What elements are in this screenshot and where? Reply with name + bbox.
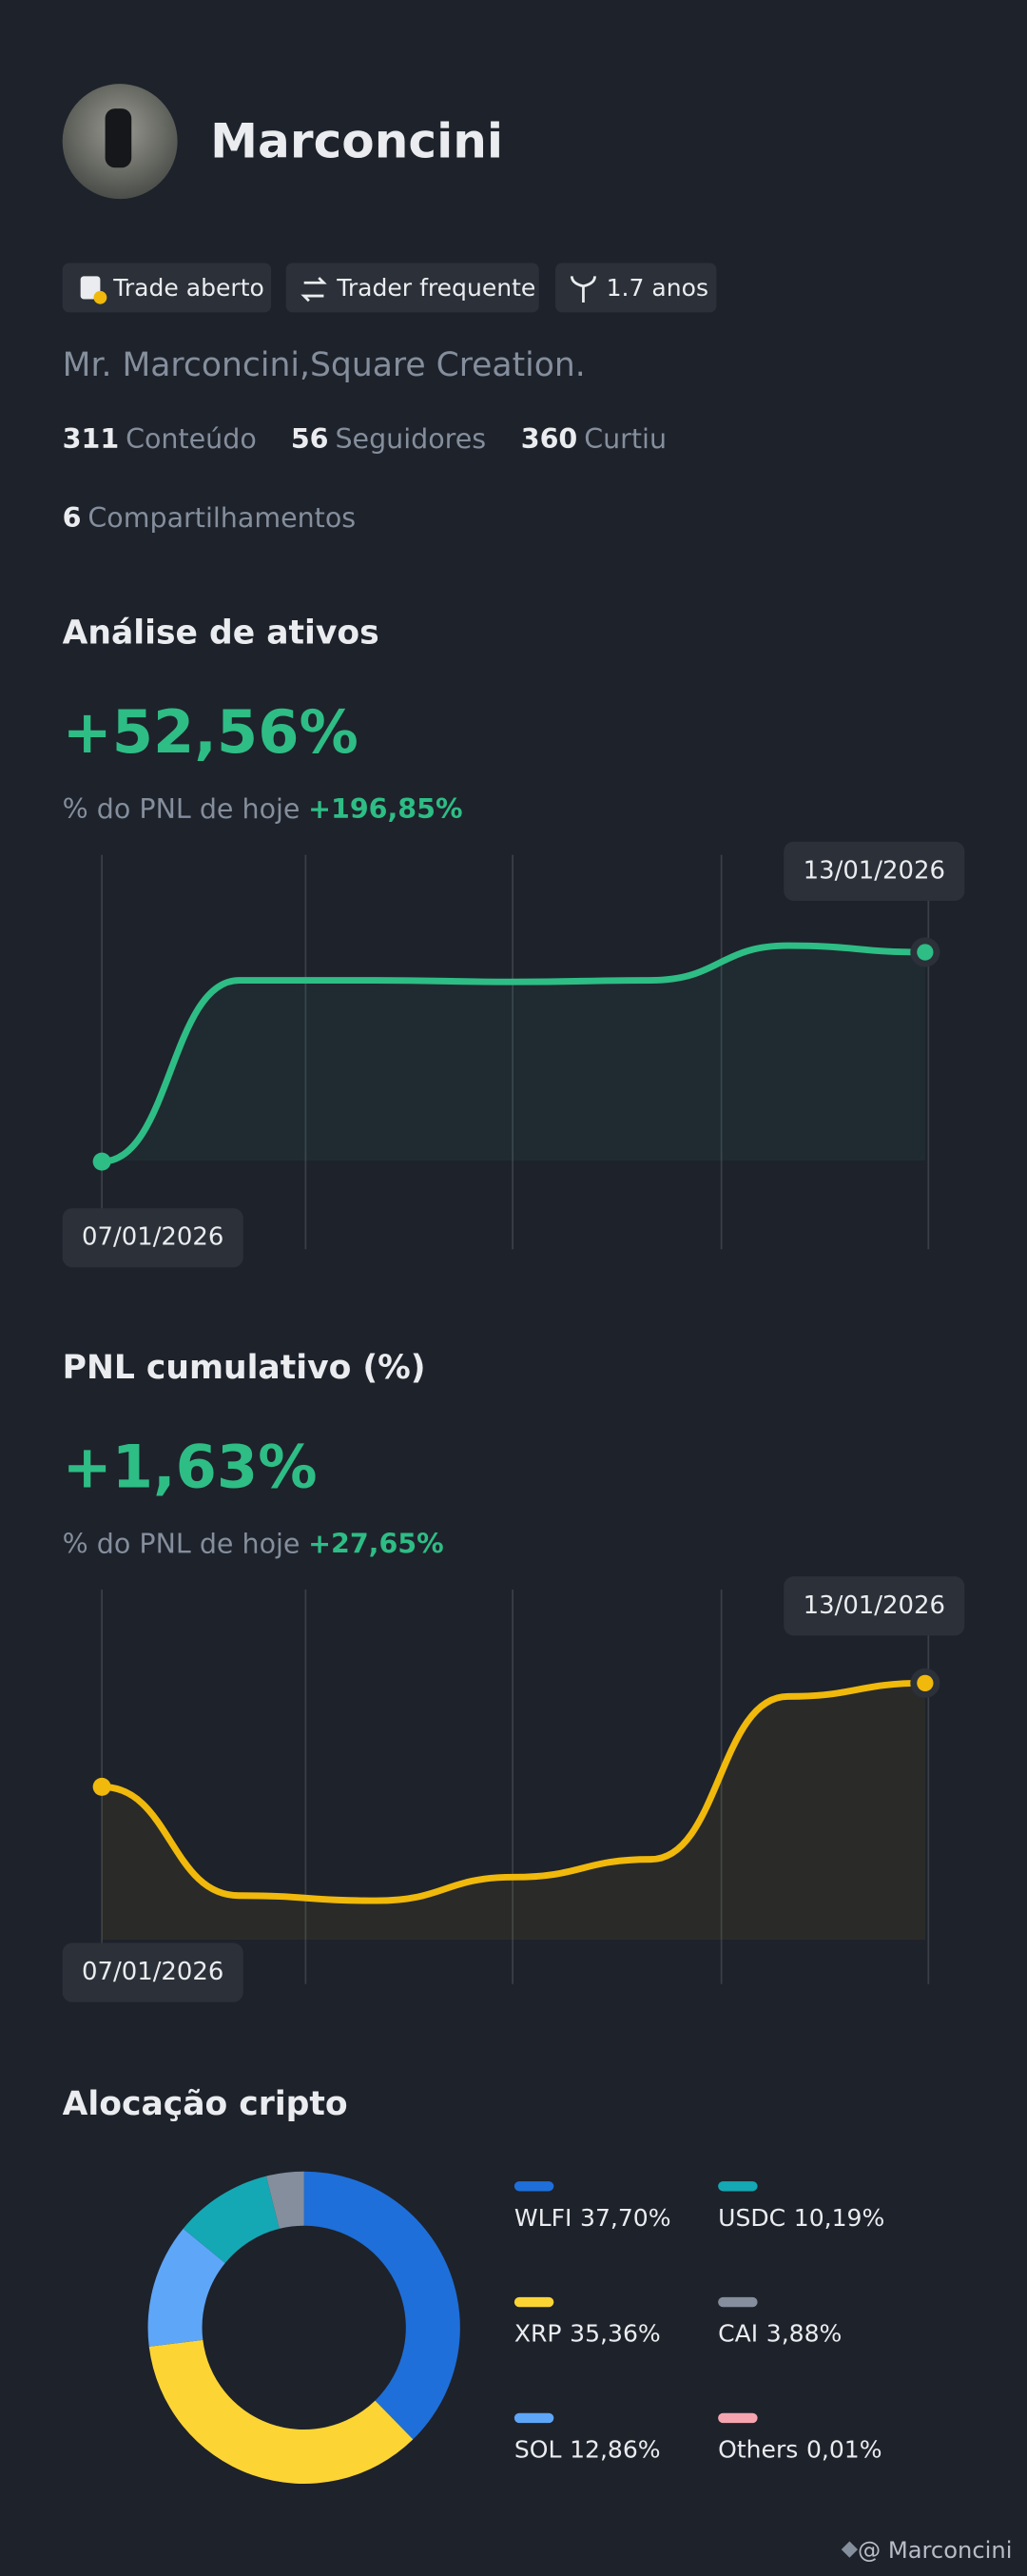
line <box>98 1679 929 1904</box>
legend-swatch <box>718 2412 758 2424</box>
stat-value: 6 <box>63 502 82 534</box>
point <box>92 1777 111 1796</box>
badge-icon <box>570 276 596 302</box>
footer-logo <box>841 2541 859 2558</box>
tooltip-date: 13/01/2026 <box>804 1591 945 1620</box>
section-title: PNL cumulativo (%) <box>63 1349 426 1387</box>
line <box>98 942 929 1165</box>
tooltip-date: 13/01/2026 <box>804 856 945 885</box>
stat-label: Curtiu <box>584 423 667 455</box>
stat-label: Compartilhamentos <box>87 502 356 534</box>
legend-value: 3,88% <box>766 2320 843 2348</box>
subtitle-value: +196,85% <box>308 793 462 825</box>
tooltip-date: 07/01/2026 <box>82 1223 223 1252</box>
legend-value: 37,70% <box>580 2204 671 2232</box>
legend-name: Others <box>718 2435 798 2463</box>
section-title: Análise de ativos <box>63 615 379 653</box>
stat: 360 Curtiu <box>521 423 667 455</box>
tooltip <box>62 1942 243 2002</box>
legend-entry: SOL 12,86% <box>514 2435 661 2463</box>
footer-handle: @ Marconcini <box>858 2537 1012 2564</box>
stat-value: 56 <box>291 423 329 455</box>
legend-value: 35,36% <box>570 2320 661 2348</box>
stat: 311 Conteúdo <box>63 423 257 455</box>
legend-value: 12,86% <box>570 2435 661 2463</box>
point <box>917 944 934 961</box>
legend-entry: WLFI 37,70% <box>514 2204 671 2232</box>
subtitle: % do PNL de hoje +27,65% <box>63 1528 444 1559</box>
badge-label: 1.7 anos <box>607 274 708 302</box>
legend-name: USDC <box>718 2204 785 2232</box>
avatar-figure <box>105 108 132 168</box>
section-title: Alocação cripto <box>63 2085 348 2123</box>
legend-value: 0,01% <box>806 2435 882 2463</box>
donut-segment <box>183 2176 280 2263</box>
stat-label: Conteúdo <box>126 423 257 455</box>
donut-segment <box>147 2228 225 2347</box>
area <box>102 1683 925 1941</box>
tooltip <box>784 1576 965 1636</box>
stat: 56 Seguidores <box>291 423 486 455</box>
donut-segment <box>265 2171 304 2229</box>
footer: @ Marconcini <box>841 2537 1012 2564</box>
legend-name: CAI <box>718 2320 758 2348</box>
badge-icon <box>93 290 107 304</box>
legend-value: 10,19% <box>794 2204 885 2232</box>
headline: +1,63% <box>63 1433 318 1502</box>
badge-icon <box>300 277 327 302</box>
subtitle-label: % do PNL de hoje <box>63 793 300 825</box>
legend-entry: Others 0,01% <box>718 2435 882 2463</box>
legend-name: XRP <box>514 2320 562 2348</box>
stat-label: Seguidores <box>335 423 486 455</box>
badge-label: Trader frequente <box>336 274 535 302</box>
legend-swatch <box>718 2181 758 2192</box>
subtitle-label: % do PNL de hoje <box>63 1528 300 1559</box>
donut-segment <box>303 2171 460 2440</box>
tooltip <box>784 841 965 901</box>
subtitle-value: +27,65% <box>308 1528 444 1559</box>
stat-value: 360 <box>521 423 578 455</box>
stat: 6 Compartilhamentos <box>63 502 356 534</box>
point <box>92 1152 111 1171</box>
legend-swatch <box>514 2412 554 2424</box>
tooltip <box>62 1208 243 1268</box>
stat-value: 311 <box>63 423 119 455</box>
subtitle: % do PNL de hoje +196,85% <box>63 793 463 825</box>
badge-label: Trade aberto <box>112 274 264 302</box>
legend-entry: CAI 3,88% <box>718 2320 842 2348</box>
legend-swatch <box>718 2296 758 2308</box>
legend-name: WLFI <box>514 2204 572 2232</box>
legend-entry: USDC 10,19% <box>718 2204 884 2232</box>
tooltip-date: 07/01/2026 <box>82 1958 223 1986</box>
headline: +52,56% <box>63 697 358 767</box>
badges: Trade aberto Trader frequente 1.7 anos <box>62 263 717 313</box>
badge <box>285 263 539 313</box>
badge <box>62 263 272 313</box>
legend-swatch <box>514 2296 554 2308</box>
profile-name: Marconcini <box>210 113 503 169</box>
bio: Mr. Marconcini,Square Creation. <box>63 346 586 384</box>
badge <box>555 263 717 313</box>
point <box>917 1674 934 1691</box>
legend-entry: XRP 35,36% <box>514 2320 661 2348</box>
area <box>102 946 925 1162</box>
legend-swatch <box>514 2181 554 2192</box>
legend-name: SOL <box>514 2435 562 2463</box>
donut-segment <box>148 2339 414 2485</box>
